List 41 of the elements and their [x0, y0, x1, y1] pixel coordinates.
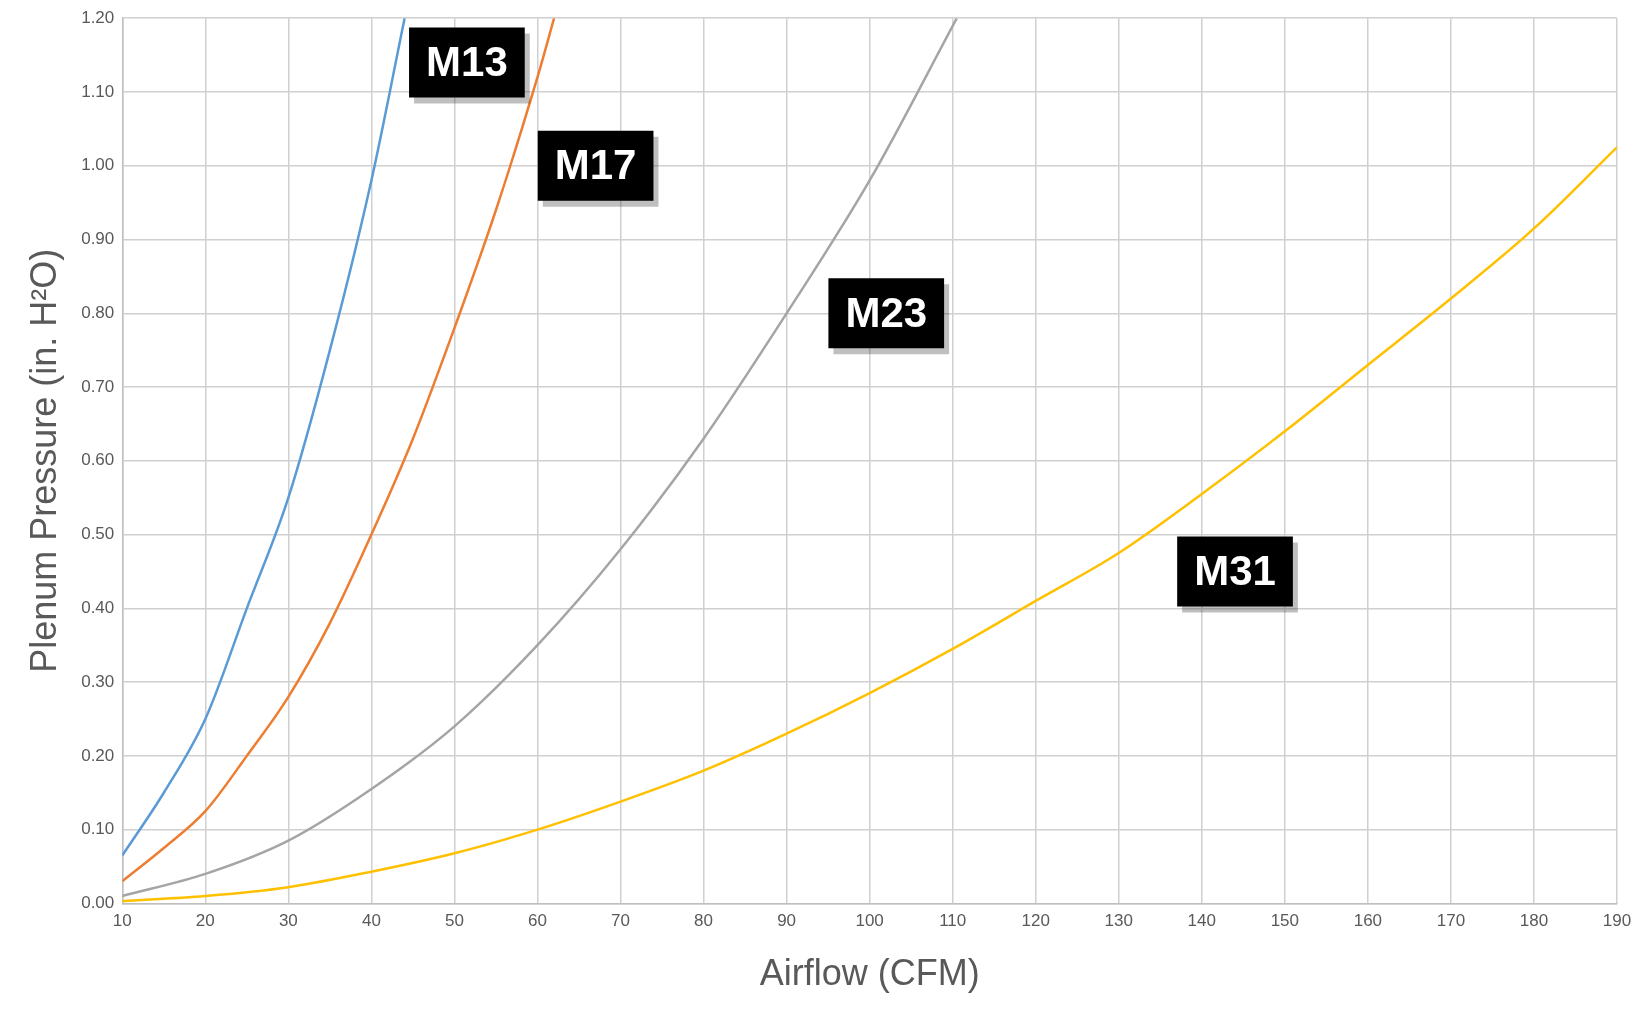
y-tick-label: 1.00 [81, 155, 115, 175]
x-tick-label: 130 [1104, 911, 1133, 931]
y-tick-label: 0.30 [81, 671, 115, 691]
y-tick-label: 1.10 [81, 81, 115, 101]
y-tick-label: 0.80 [81, 302, 115, 322]
y-tick-label: 0.70 [81, 376, 115, 396]
x-tick-label: 40 [361, 911, 381, 931]
line-series [122, 18, 959, 898]
series-label: M31 [1194, 547, 1276, 595]
y-tick-label: 0.90 [81, 229, 115, 249]
x-tick-label: 10 [112, 911, 132, 931]
x-tick-label: 50 [444, 911, 464, 931]
x-tick-label: 160 [1353, 911, 1383, 931]
x-tick-label: 150 [1270, 911, 1300, 931]
x-tick-label: 90 [777, 911, 797, 931]
line-series [122, 18, 556, 883]
series-label: M23 [845, 288, 928, 336]
y-tick-label: 0.60 [81, 450, 115, 470]
y-tick-label: 0.20 [81, 745, 115, 765]
y-tick-label: 0.40 [81, 598, 115, 618]
x-tick-label: 100 [855, 911, 884, 931]
series-label: M13 [426, 38, 508, 86]
x-tick-label: 190 [1602, 911, 1632, 931]
x-tick-label: 170 [1436, 911, 1466, 931]
x-tick-label: 180 [1519, 911, 1549, 931]
x-tick-label: 20 [195, 911, 215, 931]
x-tick-label: 30 [278, 911, 298, 931]
y-axis-title: Plenum Pressure (in. H²O) [22, 248, 64, 673]
x-tick-label: 140 [1187, 911, 1216, 931]
y-tick-label: 0.00 [81, 893, 115, 913]
series-label: M17 [554, 141, 637, 189]
x-tick-label: 80 [694, 911, 714, 931]
x-tick-label: 70 [611, 911, 630, 931]
line-series [122, 18, 406, 857]
y-tick-label: 0.50 [81, 524, 115, 544]
x-axis-title: Airflow (CFM) [759, 952, 980, 994]
x-tick-label: 120 [1021, 911, 1050, 931]
y-tick-label: 0.10 [81, 819, 115, 839]
y-tick-label: 1.20 [81, 7, 115, 27]
x-tick-label: 60 [528, 911, 547, 931]
x-tick-label: 110 [939, 911, 967, 931]
